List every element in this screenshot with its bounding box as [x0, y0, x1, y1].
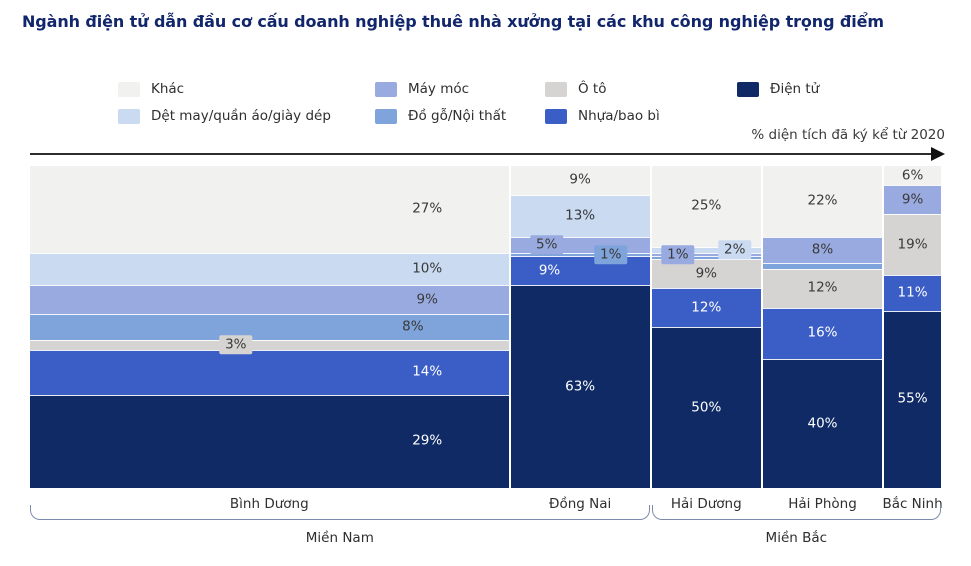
segment-hai-duong-may-moc [651, 252, 761, 257]
segment-bac-ninh-khac [884, 166, 942, 186]
segment-hai-phong-nhua [762, 307, 883, 360]
column-binh-duong: 27% 10% 9% 8% 3% 14% 29% [30, 166, 509, 488]
legend-label: Ô tô [578, 81, 607, 97]
segment-hai-duong-dien-tu [651, 326, 761, 488]
segment-label-bac-ninh-o-to: 19% [897, 236, 928, 253]
segment-bac-ninh-may-moc [884, 185, 942, 215]
legend-swatch-det-may-icon [118, 108, 140, 124]
legend-swatch-do-go-icon [375, 108, 397, 124]
segment-label-dong-nai-nhua: 9% [538, 261, 561, 278]
segment-binh-duong-dien-tu [30, 394, 509, 488]
segment-label-bac-ninh-may-moc: 9% [901, 191, 924, 208]
segment-label-binh-duong-khac: 27% [412, 200, 443, 217]
segment-binh-duong-det-may [30, 252, 509, 286]
segment-label-binh-duong-do-go: 8% [402, 318, 424, 335]
legend-label: Máy móc [408, 81, 470, 97]
segment-label-bac-ninh-dien-tu: 55% [897, 390, 928, 407]
legend-swatch-khac-icon [118, 81, 140, 97]
segment-binh-duong-khac [30, 166, 509, 253]
segment-hai-phong-khac [762, 166, 883, 237]
segment-label-binh-duong-nhua: 14% [412, 363, 443, 380]
segment-label-bac-ninh-nhua: 11% [897, 284, 928, 301]
column-label-bac-ninh: Bắc Ninh [882, 496, 943, 512]
legend-item-khac: Khác [118, 81, 184, 97]
segment-bac-ninh-o-to [884, 214, 942, 276]
segment-dong-nai-nhua [510, 256, 650, 286]
segment-dong-nai-dien-tu [510, 285, 650, 488]
segment-hai-duong-khac [651, 166, 761, 247]
segment-hai-duong-det-may [651, 246, 761, 253]
legend-label: Nhựa/bao bì [578, 108, 660, 124]
segment-binh-duong-nhua [30, 349, 509, 395]
page-title: Ngành điện tử dẫn đầu cơ cấu doanh nghiệ… [22, 12, 884, 31]
segment-dong-nai-do-go [510, 252, 650, 257]
segment-hai-duong-nhua [651, 288, 761, 327]
segment-label-binh-duong-det-may: 10% [412, 260, 443, 277]
legend-label: Dệt may/quần áo/giày dép [151, 108, 331, 124]
segment-label-dong-nai-khac: 9% [569, 171, 591, 188]
legend-item-do-go: Đồ gỗ/Nội thất [375, 108, 506, 124]
group-label-mien-nam: Miền Nam [305, 530, 374, 546]
segment-label-hai-phong-may-moc: 8% [811, 240, 834, 257]
segment-binh-duong-o-to [30, 339, 509, 350]
legend-label: Điện tử [770, 81, 820, 97]
mekko-chart: 27% 10% 9% 8% 3% 14% 29% 9% 13% 5% 1% 9% 63% 25% 2% 1% 9… [30, 166, 942, 488]
segment-dong-nai-det-may [510, 194, 650, 237]
legend-swatch-o-to-icon [545, 81, 567, 97]
segment-label-binh-duong-dien-tu: 29% [412, 432, 443, 449]
legend-item-o-to: Ô tô [545, 81, 606, 97]
segment-label-dong-nai-dien-tu: 63% [565, 377, 596, 394]
segment-label-hai-duong-may-moc: 1% [661, 244, 695, 265]
legend-label: Khác [151, 81, 185, 97]
legend-item-nhua: Nhựa/bao bì [545, 108, 660, 124]
column-label-dong-nai: Đồng Nai [548, 496, 612, 512]
segment-bac-ninh-nhua [884, 275, 942, 311]
segment-label-binh-duong-may-moc: 9% [416, 290, 438, 307]
segment-hai-phong-do-go [762, 262, 883, 270]
column-label-hai-duong: Hải Dương [670, 496, 742, 512]
group-bracket-mien-bac [651, 505, 941, 520]
axis-arrow-line [30, 153, 933, 155]
segment-label-hai-duong-o-to: 9% [695, 265, 717, 282]
column-label-hai-phong: Hải Phòng [788, 496, 857, 512]
column-hai-duong: 25% 2% 1% 9% 12% 50% [651, 166, 761, 488]
group-bracket-mien-nam [30, 505, 650, 520]
segment-label-hai-phong-khac: 22% [807, 192, 838, 209]
segment-label-hai-duong-nhua: 12% [691, 298, 722, 315]
legend-swatch-may-moc-icon [375, 81, 397, 97]
column-label-binh-duong: Bình Dương [229, 496, 309, 512]
legend-item-may-moc: Máy móc [375, 81, 469, 97]
segment-binh-duong-may-moc [30, 285, 509, 315]
segment-label-dong-nai-det-may: 13% [565, 207, 596, 224]
column-dong-nai: 9% 13% 5% 1% 9% 63% [510, 166, 650, 488]
legend-label: Đồ gỗ/Nội thất [408, 108, 507, 124]
segment-label-hai-phong-o-to: 12% [807, 279, 838, 296]
segment-hai-duong-do-go [651, 256, 761, 260]
legend-item-dien-tu: Điện tử [737, 81, 819, 97]
segment-hai-phong-dien-tu [762, 359, 883, 488]
segment-label-dong-nai-do-go: 1% [594, 244, 628, 265]
segment-label-hai-duong-khac: 25% [691, 197, 722, 214]
legend-swatch-dien-tu-icon [737, 81, 759, 97]
segment-label-hai-phong-dien-tu: 40% [807, 414, 838, 431]
legend-item-det-may: Dệt may/quần áo/giày dép [118, 108, 331, 124]
segment-label-dong-nai-may-moc: 5% [530, 235, 564, 255]
segment-binh-duong-do-go [30, 314, 509, 340]
segment-dong-nai-khac [510, 166, 650, 195]
segment-bac-ninh-dien-tu [884, 310, 942, 488]
segment-label-hai-duong-dien-tu: 50% [691, 398, 722, 415]
segment-label-hai-duong-det-may: 2% [717, 239, 752, 260]
segment-label-hai-phong-nhua: 16% [807, 324, 838, 341]
legend-swatch-nhua-icon [545, 108, 567, 124]
segment-hai-phong-may-moc [762, 236, 883, 263]
group-label-mien-bac: Miền Bắc [765, 530, 828, 546]
axis-label: % diện tích đã ký kể từ 2020 [751, 127, 945, 143]
column-bac-ninh: 6% 9% 19% 11% 55% [884, 166, 942, 488]
segment-label-bac-ninh-khac: 6% [901, 166, 924, 183]
axis-arrowhead-icon [931, 147, 945, 161]
segment-hai-phong-o-to [762, 269, 883, 308]
column-hai-phong: 22% 8% 12% 16% 40% [762, 166, 883, 488]
segment-label-binh-duong-o-to: 3% [219, 334, 253, 355]
